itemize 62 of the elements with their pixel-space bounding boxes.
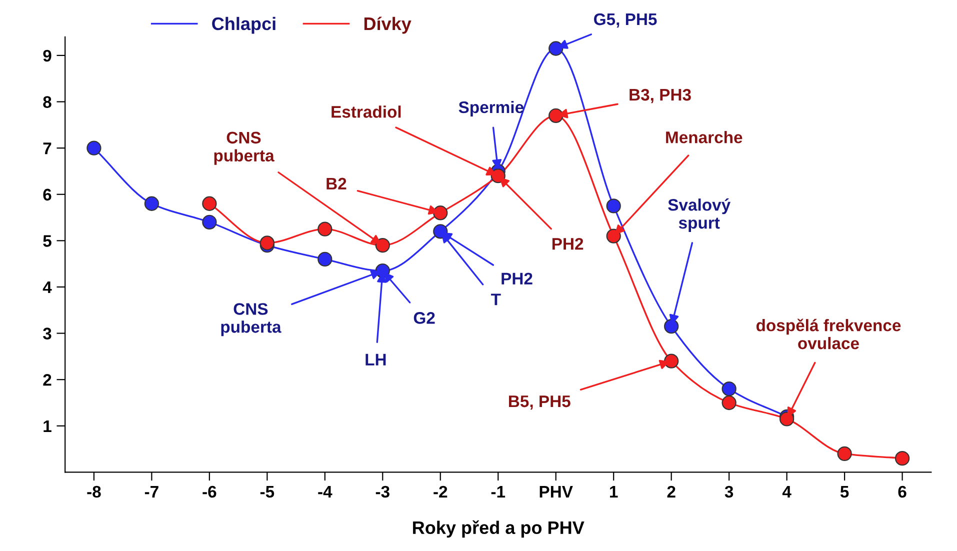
annotation: T [491,294,501,306]
x-tick-label: -5 [260,486,274,498]
x-tick-label: 4 [782,486,792,498]
point [548,108,564,123]
x-tick-label: -7 [144,486,158,498]
x-tick-label: -4 [318,486,332,498]
point [722,382,736,396]
annotation: Svalový spurt [668,198,731,232]
point [606,228,621,244]
annotation: G2 [414,312,435,324]
x-tick-label: 3 [724,486,734,498]
point [318,252,332,267]
annotation: PH2 [502,272,532,284]
y-tick-label: 5 [43,235,52,247]
x-axis-title: Roky před a po PHV [413,520,584,538]
annotation: Menarche [666,131,742,144]
point [722,395,736,410]
point [318,222,332,236]
y-tick-label: 4 [42,282,52,294]
y-tick-label: 3 [42,328,52,340]
legend-label: Dívky [364,16,412,34]
x-tick-label: 1 [610,486,618,498]
x-tick-label: -8 [87,486,101,498]
annotation: B5, PH5 [509,396,570,410]
point [606,198,621,214]
x-tick-label: 2 [667,486,676,498]
y-tick-label: 2 [43,374,52,386]
y-tick-label: 8 [43,96,52,108]
x-tick-label: -3 [376,486,390,498]
x-tick-label: 6 [898,486,906,498]
y-tick-label: 1 [44,420,52,432]
point [144,196,160,211]
annotation: Spermie [458,100,524,116]
annotation: Estradiol [332,106,401,118]
annotation: CNS puberta [221,303,282,336]
point [202,196,217,211]
point [433,206,448,220]
point [779,412,794,426]
annotation: CNS puberta [214,132,274,165]
x-tick-label: -2 [434,486,448,498]
y-tick-label: 9 [43,50,52,62]
x-tick-label: PHV [540,486,573,498]
point [86,140,102,156]
point [894,450,910,466]
point [375,238,390,253]
annotation: B3, PH3 [630,88,691,104]
point [664,354,679,368]
point [837,446,852,462]
y-tick-label: 6 [43,188,52,201]
x-tick-label: 5 [840,486,849,498]
annotation: dospělá frekvence ovulace [756,318,901,350]
x-tick-label: -1 [491,486,506,498]
y-tick-label: 7 [43,142,52,154]
legend-label: Chlapci [212,16,276,34]
point [664,319,679,334]
annotation: B2 [326,178,346,190]
point [202,214,217,230]
x-tick-label: -6 [202,486,216,498]
point [548,41,564,56]
annotation: G5, PH5 [594,13,657,28]
annotation: PH2 [552,238,584,250]
annotation: LH [366,354,386,366]
